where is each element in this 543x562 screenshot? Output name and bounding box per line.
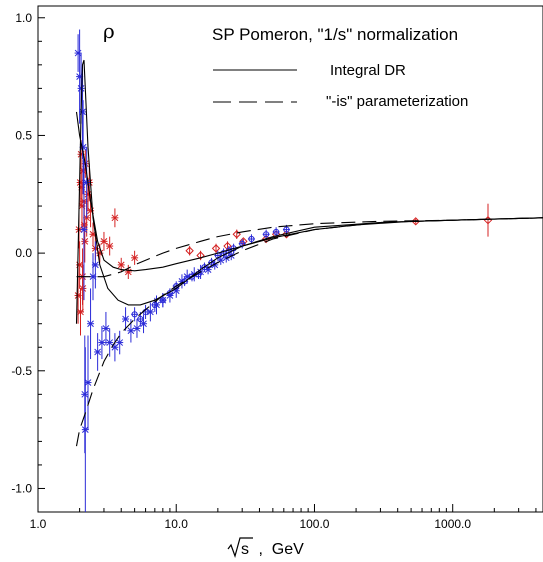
x-tick-label: 100.0: [299, 517, 329, 531]
data-point: [232, 229, 241, 239]
data-point: [185, 246, 194, 256]
legend: SP Pomeron, "1/s" normalization Integral…: [103, 19, 468, 110]
y-tick-label: -0.5: [11, 364, 32, 378]
data-point: [98, 326, 106, 360]
data-point: [140, 314, 148, 334]
x-axis-label: s , GeV: [227, 537, 304, 558]
data-point: [247, 234, 255, 244]
data-point: [262, 229, 270, 239]
solid-curve: [75, 59, 543, 324]
data-point: [220, 248, 228, 258]
dashed-curve: [75, 217, 543, 447]
data-point: [74, 34, 82, 72]
data-point: [94, 333, 102, 371]
plot-frame: [37, 5, 543, 513]
data-point: [116, 330, 124, 355]
diamond-marker: [185, 246, 194, 255]
data-point: [79, 264, 87, 312]
data-point: [87, 288, 95, 360]
data-point: [196, 250, 205, 261]
data-point: [131, 307, 139, 322]
data-point: [133, 319, 141, 338]
x-tick-label: 1000.0: [434, 517, 471, 531]
data-point: [272, 227, 280, 237]
data-point: [131, 250, 139, 265]
solid-curve: [75, 111, 543, 272]
sqrt-radical-sign: [227, 537, 253, 558]
legend-label-is-parameterization: "-is" parameterization: [326, 93, 468, 110]
y-tick-label: 1.0: [15, 11, 32, 25]
diamond-marker: [239, 237, 248, 246]
diamond-marker: [196, 251, 205, 260]
data-point: [111, 208, 119, 228]
y-tick-label: -1.0: [11, 481, 32, 495]
data-point: [483, 203, 493, 237]
diamond-marker: [211, 244, 221, 253]
y-tick-label: 0.5: [15, 128, 32, 142]
data-point: [84, 335, 92, 430]
data-point: [122, 307, 130, 331]
legend-label-integral-dr: Integral DR: [330, 62, 406, 79]
x-axis-label-units: , GeV: [254, 541, 304, 558]
data-point: [124, 264, 132, 280]
axes: -1.0 -0.5 0.0 0.5 1.0 1.0 10.0 100.0 1000.0: [11, 5, 543, 531]
data-point: [211, 243, 221, 254]
data-point: [106, 236, 114, 256]
data-point: [91, 241, 99, 289]
data-point: [102, 311, 110, 345]
data-point: [81, 347, 89, 512]
data-point: [81, 335, 89, 454]
data-point: [100, 231, 108, 251]
data-point: [81, 220, 89, 263]
diamond-marker: [232, 230, 241, 239]
x-tick-label: 1.0: [30, 517, 47, 531]
chart-title: SP Pomeron, "1/s" normalization: [212, 25, 458, 44]
rho-symbol: ρ: [103, 19, 115, 43]
data-point: [106, 328, 114, 357]
y-tick-label: 0.0: [15, 246, 32, 260]
x-axis-label-radicand: s: [241, 541, 249, 558]
dashed-curve: [76, 217, 543, 278]
data-point: [223, 241, 232, 251]
x-tick-label: 10.0: [165, 517, 189, 531]
diamond-marker: [223, 241, 232, 251]
data-layer: [74, 29, 543, 512]
